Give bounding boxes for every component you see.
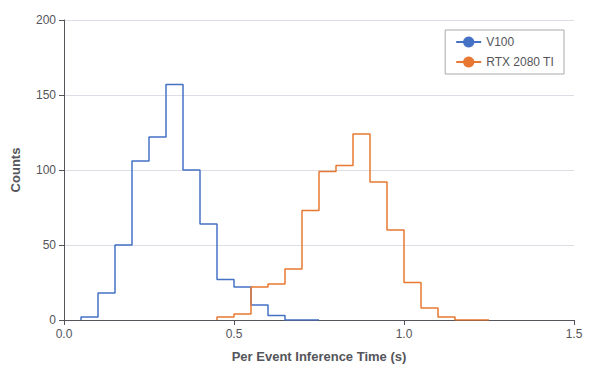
- svg-text:0: 0: [49, 313, 56, 327]
- svg-text:RTX 2080 TI: RTX 2080 TI: [486, 55, 554, 69]
- svg-text:Counts: Counts: [8, 148, 23, 193]
- svg-text:200: 200: [36, 13, 56, 27]
- svg-text:50: 50: [43, 238, 57, 252]
- svg-text:0.5: 0.5: [226, 327, 243, 341]
- svg-text:1.5: 1.5: [566, 327, 583, 341]
- svg-text:0.0: 0.0: [56, 327, 73, 341]
- svg-text:Per Event Inference Time (s): Per Event Inference Time (s): [232, 349, 407, 364]
- svg-text:100: 100: [36, 163, 56, 177]
- svg-text:150: 150: [36, 88, 56, 102]
- svg-text:V100: V100: [486, 35, 514, 49]
- svg-text:1.0: 1.0: [396, 327, 413, 341]
